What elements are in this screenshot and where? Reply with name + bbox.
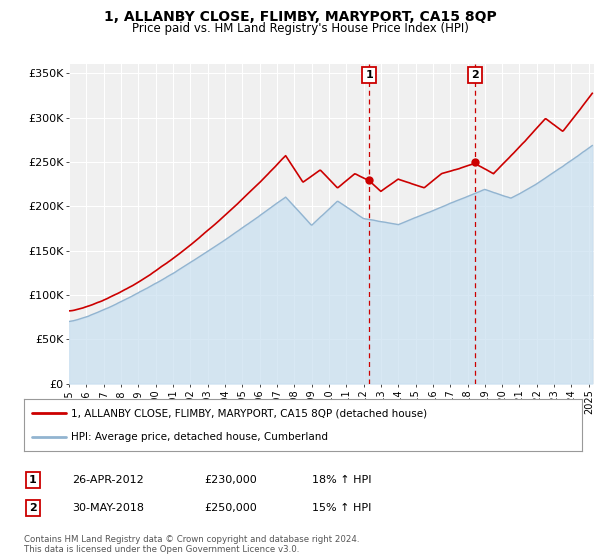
- Text: 18% ↑ HPI: 18% ↑ HPI: [312, 475, 371, 485]
- Text: 1, ALLANBY CLOSE, FLIMBY, MARYPORT, CA15 8QP (detached house): 1, ALLANBY CLOSE, FLIMBY, MARYPORT, CA15…: [71, 408, 428, 418]
- Text: 26-APR-2012: 26-APR-2012: [72, 475, 144, 485]
- Text: 2: 2: [29, 503, 37, 513]
- Text: 1, ALLANBY CLOSE, FLIMBY, MARYPORT, CA15 8QP: 1, ALLANBY CLOSE, FLIMBY, MARYPORT, CA15…: [104, 10, 496, 24]
- Text: 15% ↑ HPI: 15% ↑ HPI: [312, 503, 371, 513]
- Text: £230,000: £230,000: [204, 475, 257, 485]
- Text: 30-MAY-2018: 30-MAY-2018: [72, 503, 144, 513]
- Text: 1: 1: [29, 475, 37, 485]
- Text: HPI: Average price, detached house, Cumberland: HPI: Average price, detached house, Cumb…: [71, 432, 328, 442]
- Text: £250,000: £250,000: [204, 503, 257, 513]
- Text: Price paid vs. HM Land Registry's House Price Index (HPI): Price paid vs. HM Land Registry's House …: [131, 22, 469, 35]
- Text: 1: 1: [365, 70, 373, 80]
- Text: 2: 2: [471, 70, 479, 80]
- Text: Contains HM Land Registry data © Crown copyright and database right 2024.
This d: Contains HM Land Registry data © Crown c…: [24, 535, 359, 554]
